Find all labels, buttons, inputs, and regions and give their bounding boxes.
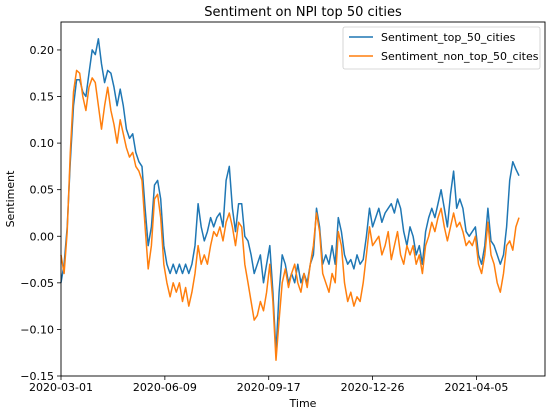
y-tick-label: 0.00 [30, 230, 55, 243]
legend-box [342, 26, 541, 70]
series-layer [60, 38, 520, 361]
x-tick-label: 2020-09-17 [237, 381, 301, 394]
y-tick-label: −0.05 [20, 277, 54, 290]
y-tick-label: 0.05 [30, 184, 55, 197]
y-axis-label: Sentiment [4, 170, 17, 228]
y-tick-label: −0.15 [20, 370, 54, 383]
x-tick-label: 2020-12-26 [341, 381, 405, 394]
legend: Sentiment_top_50_cities Sentiment_non_to… [342, 26, 541, 70]
y-tick-label: 0.20 [30, 44, 55, 57]
series-line-top-50 [60, 38, 520, 354]
x-axis: 2020-03-01 2020-06-09 2020-09-17 2020-12-26… [29, 376, 508, 394]
x-tick-label: 2020-03-01 [29, 381, 93, 394]
y-tick-label: −0.10 [20, 323, 54, 336]
x-tick-label: 2020-06-09 [133, 381, 197, 394]
chart-title: Sentiment on NPI top 50 cities [204, 5, 402, 20]
x-axis-label: Time [289, 397, 317, 410]
x-tick-label: 2021-04-05 [444, 381, 508, 394]
plot-frame [60, 21, 546, 377]
y-tick-label: 0.15 [30, 91, 55, 104]
y-axis: −0.15 −0.10 −0.05 0.00 0.05 0.10 0.15 0.20 [20, 44, 61, 383]
y-tick-label: 0.10 [30, 137, 55, 150]
series-line-non-top-50 [60, 69, 520, 361]
legend-label-top-50: Sentiment_top_50_cities [381, 31, 516, 44]
legend-label-non-top-50: Sentiment_non_top_50_cites [381, 50, 539, 63]
